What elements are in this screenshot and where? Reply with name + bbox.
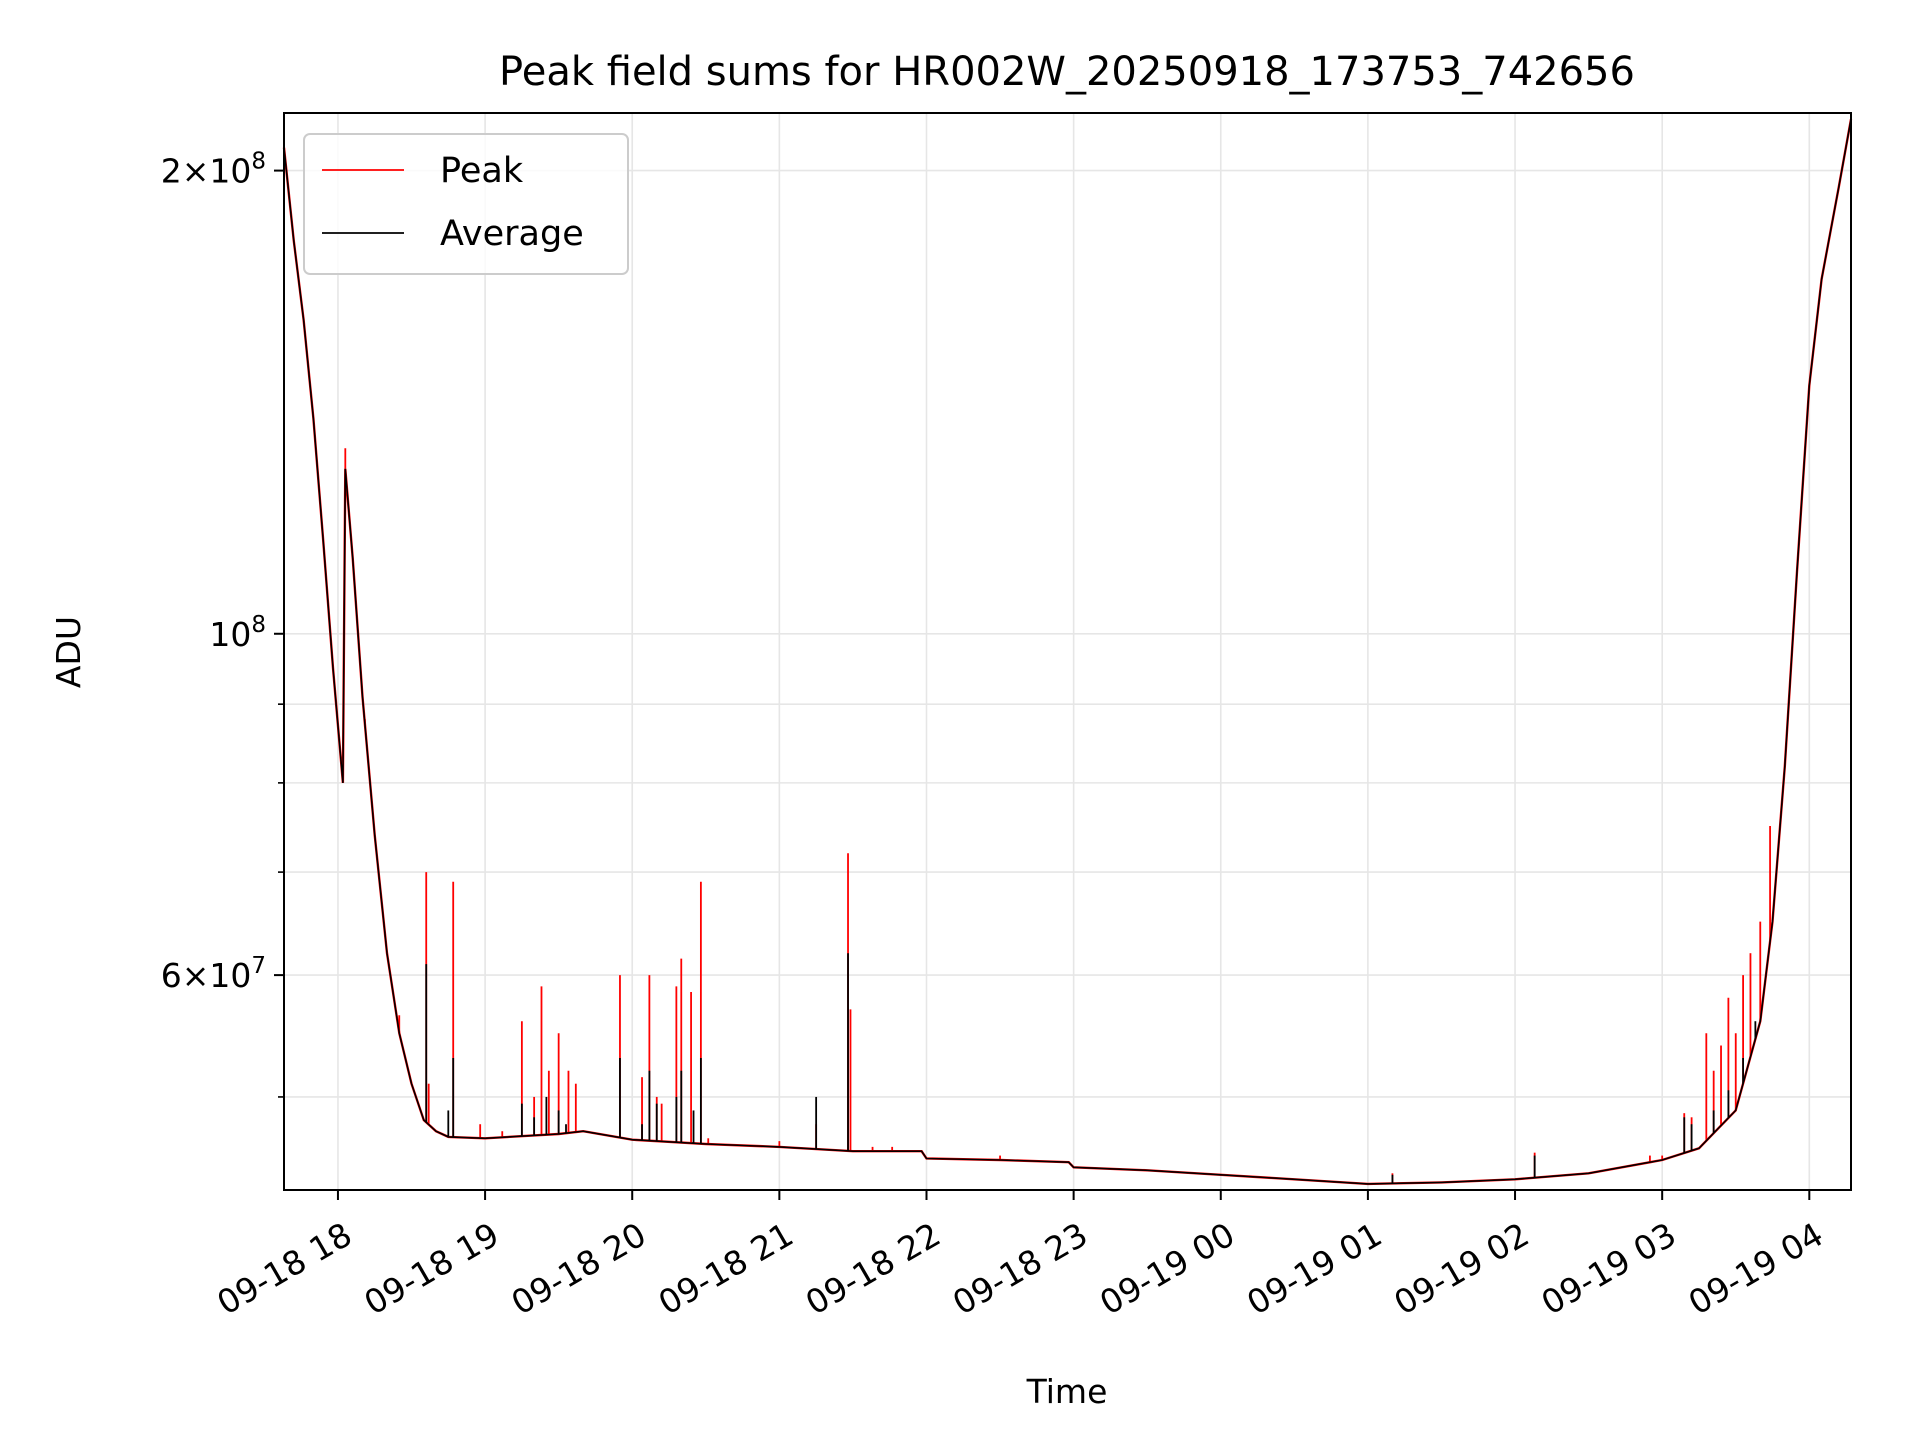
series-layer [282,118,1853,1186]
legend-peak-label: Peak [440,151,524,191]
plot-frame [283,112,1852,1191]
grid-layer [284,113,1851,1190]
legend: Peak Average [303,133,629,275]
legend-box [303,133,629,275]
x-axis-label: Time [1026,1372,1108,1411]
y-axis-label: ADU [49,616,88,688]
chart-title: Peak field sums for HR002W_20250918_1737… [499,49,1635,95]
y-tick-label: 6×107 [161,953,266,995]
legend-average-label: Average [440,214,584,254]
y-tick-label: 2×108 [161,149,266,191]
y-tick-label: 108 [209,612,266,654]
